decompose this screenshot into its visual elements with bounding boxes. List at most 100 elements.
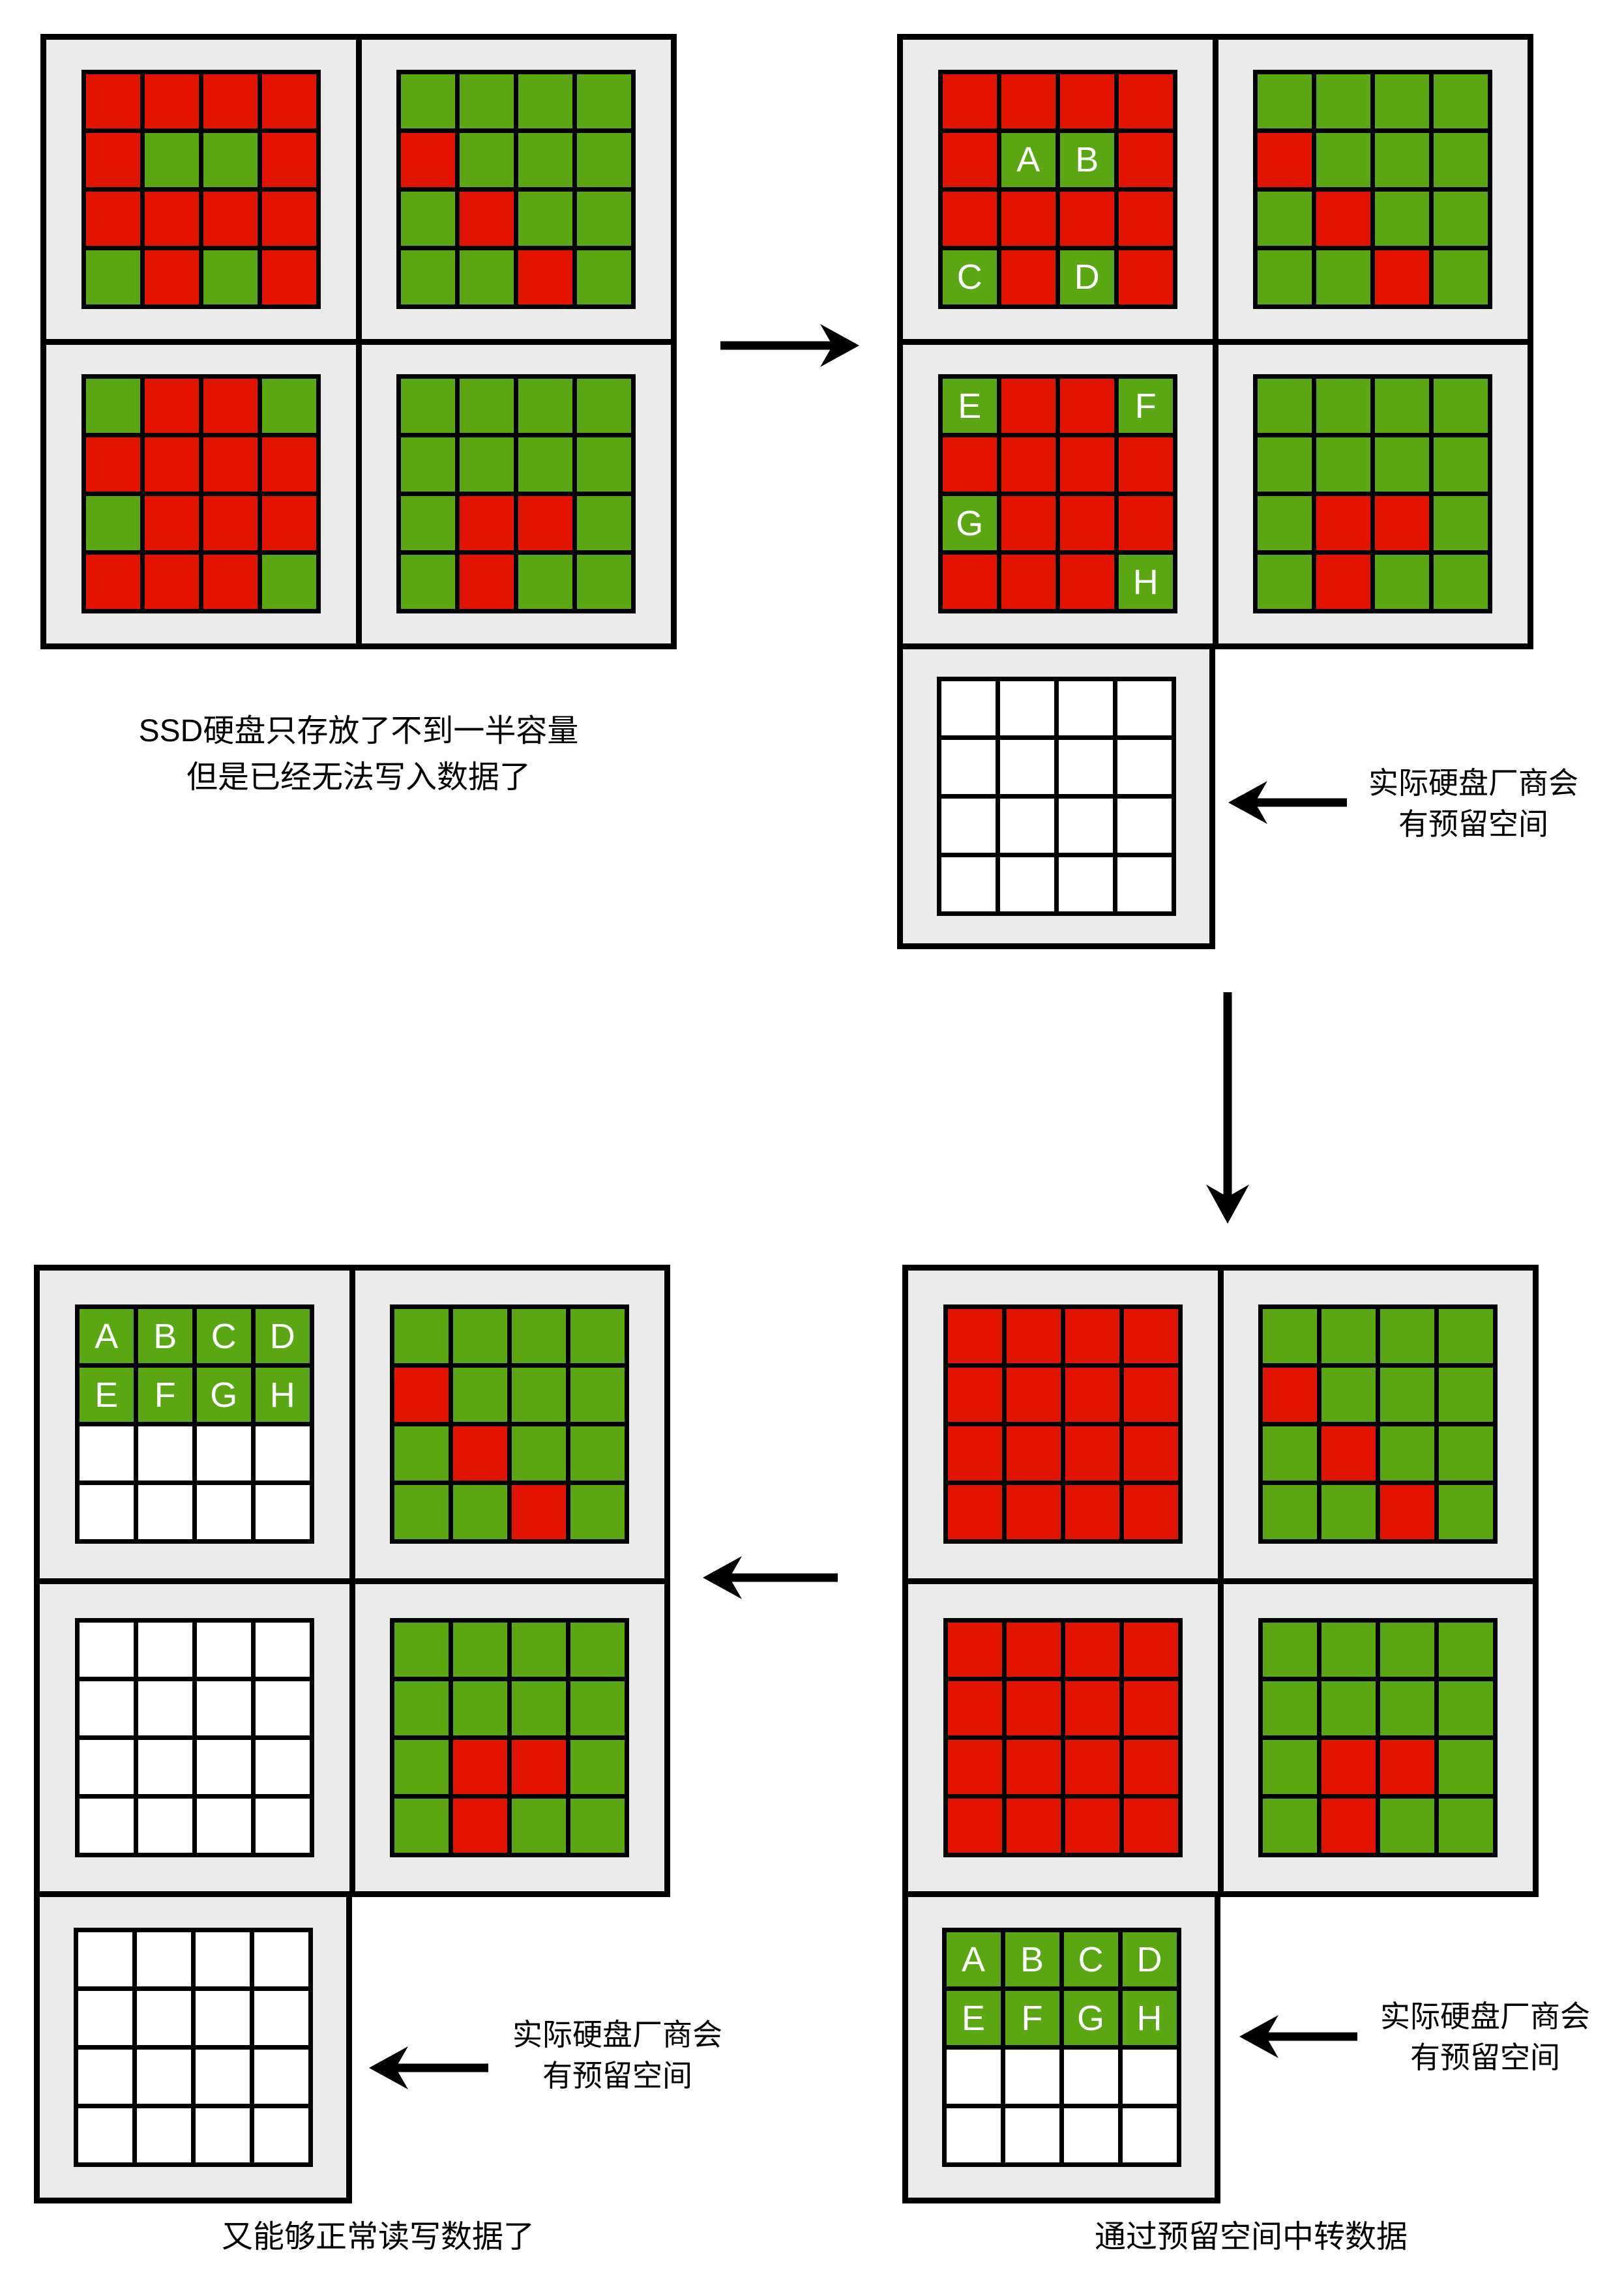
block-cell [1380, 1309, 1435, 1364]
nand-block-panel: E F G H [903, 344, 1213, 643]
block-cell [255, 1798, 310, 1853]
block-cell [394, 1739, 449, 1794]
nand-block-panel [361, 344, 671, 643]
block-cell [401, 74, 456, 128]
block-cell [1059, 555, 1114, 610]
block-cell [946, 2108, 1001, 2162]
block-cell [570, 1368, 625, 1422]
block-cell [941, 799, 996, 853]
block-cell [394, 1309, 449, 1364]
block-cell [401, 555, 456, 610]
block-cell [518, 132, 573, 187]
block-cell [136, 1932, 191, 1986]
block-cell [1258, 250, 1312, 304]
block-cell [1059, 437, 1114, 492]
block-cell [1258, 191, 1312, 246]
block-cell [577, 555, 632, 610]
block-cell [1065, 1681, 1119, 1735]
block-cell [79, 1739, 134, 1794]
block-cell [453, 1309, 508, 1364]
block-cell-F: F [1005, 1991, 1059, 2045]
block-cell [1263, 1681, 1318, 1735]
block-cell [1123, 1485, 1178, 1540]
cell-grid [1253, 69, 1493, 309]
caption-line: 但是已经无法写入数据了 [186, 760, 531, 795]
block-cell [138, 1739, 192, 1794]
block-cell [1001, 379, 1056, 434]
block-cell [1065, 1798, 1119, 1853]
block-cell [1375, 496, 1430, 551]
block-cell [1434, 74, 1488, 128]
block-cell [941, 740, 996, 794]
block-cell [460, 74, 514, 128]
block-cell [1316, 250, 1371, 304]
nand-block-panel [46, 344, 356, 643]
block-cell [138, 1485, 192, 1540]
block-cell [1065, 1426, 1119, 1481]
block-cell [1439, 1739, 1494, 1794]
block-cell [453, 1681, 508, 1735]
block-cell [1117, 681, 1172, 735]
block-cell [1380, 1798, 1435, 1853]
block-cell [144, 74, 199, 128]
block-cell [1118, 191, 1173, 246]
nand-block-panel [1223, 1583, 1533, 1891]
block-cell [999, 857, 1054, 911]
block-cell [577, 379, 632, 434]
block-cell [460, 132, 514, 187]
block-cell [1439, 1368, 1494, 1422]
caption-line: SSD硬盘只存放了不到一半容量 [138, 714, 579, 748]
label-line: 有预留空间 [1410, 2040, 1560, 2074]
block-cell [1316, 191, 1371, 246]
block-cell-G: G [196, 1368, 251, 1422]
block-cell [570, 1798, 625, 1853]
block-cell [1321, 1309, 1376, 1364]
block-cell [394, 1426, 449, 1481]
block-cell [1006, 1622, 1061, 1677]
block-cell [947, 1368, 1002, 1422]
block-cell [1065, 1309, 1119, 1364]
block-cell [1380, 1485, 1435, 1540]
block-cell [1321, 1739, 1376, 1794]
block-cell [85, 437, 140, 492]
block-cell-A: A [1001, 132, 1056, 187]
block-cell [453, 1798, 508, 1853]
block-cell [1439, 1798, 1494, 1853]
block-cell-H: H [255, 1368, 310, 1422]
block-cell [196, 1798, 251, 1853]
block-cell [1123, 1798, 1178, 1853]
block-cell [512, 1368, 567, 1422]
block-cell [941, 681, 996, 735]
block-cell [196, 1485, 251, 1540]
block-cell [78, 2050, 132, 2104]
block-cell [79, 1426, 134, 1481]
block-cell [1118, 250, 1173, 304]
block-cell [144, 250, 199, 304]
arrow-right-icon [720, 324, 859, 367]
block-cell [518, 496, 573, 551]
block-cell [460, 496, 514, 551]
block-cell [1006, 1485, 1061, 1540]
label-line: 有预留空间 [1398, 806, 1548, 841]
block-cell [1375, 74, 1430, 128]
block-cell [195, 1991, 250, 2045]
block-cell [947, 1681, 1002, 1735]
block-cell [78, 2108, 132, 2162]
block-cell [78, 1932, 132, 1986]
block-cell [1380, 1739, 1435, 1794]
block-cell [942, 555, 997, 610]
block-cell [512, 1681, 567, 1735]
block-cell [460, 379, 514, 434]
nand-block-panel [361, 40, 671, 339]
block-cell [1375, 379, 1430, 434]
block-cell [1117, 857, 1172, 911]
block-cell [512, 1485, 567, 1540]
block-cell [85, 132, 140, 187]
block-cell [254, 2050, 308, 2104]
block-cell [570, 1739, 625, 1794]
block-cell [1434, 437, 1488, 492]
